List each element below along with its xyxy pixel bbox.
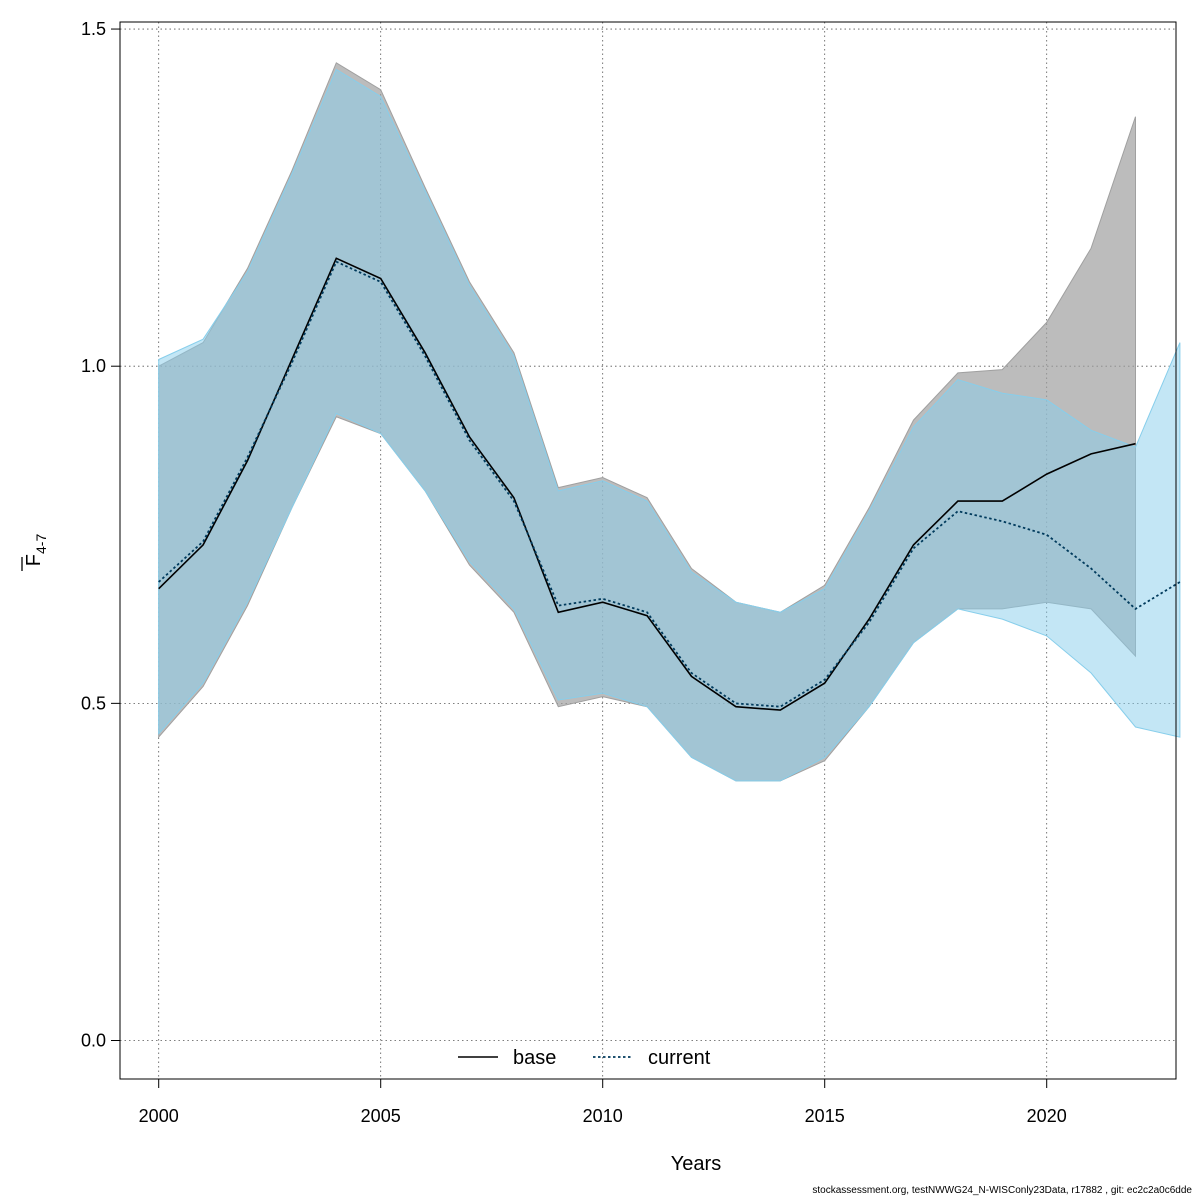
y-tick-label-1: 0.5 — [81, 693, 106, 713]
legend-item-current: current — [593, 1047, 711, 1069]
legend-item-base: base — [458, 1047, 556, 1069]
confidence-bands — [158, 62, 1181, 782]
axes: 2000 2005 2010 2015 2020 0.0 0.5 1.0 1.5 — [81, 19, 1067, 1126]
y-tick-label-2: 1.0 — [81, 356, 106, 376]
legend: base current — [458, 1047, 711, 1069]
x-tick-label-2010: 2010 — [583, 1106, 623, 1126]
x-tick-label-2005: 2005 — [361, 1106, 401, 1126]
x-tick-label-2015: 2015 — [805, 1106, 845, 1126]
x-axis-title: Years — [671, 1153, 721, 1175]
line-current — [158, 260, 1181, 708]
y-axis-title-sub: 4-7 — [33, 534, 49, 554]
y-tick-label-0: 0.0 — [81, 1031, 106, 1051]
x-tick-label-2020: 2020 — [1027, 1106, 1067, 1126]
y-axis-title: F4-7 — [23, 534, 49, 567]
line-base — [158, 257, 1136, 711]
x-tick-label-2000: 2000 — [139, 1106, 179, 1126]
y-axis-title-main: F — [23, 554, 45, 566]
legend-label-current: current — [648, 1047, 711, 1069]
band-current — [158, 68, 1181, 782]
plot-frame — [119, 21, 1177, 1080]
series-lines — [158, 257, 1181, 711]
legend-label-base: base — [513, 1047, 556, 1069]
y-tick-label-3: 1.5 — [81, 19, 106, 39]
footer-note: stockassessment.org, testNWWG24_N-WISCon… — [812, 1185, 1192, 1196]
